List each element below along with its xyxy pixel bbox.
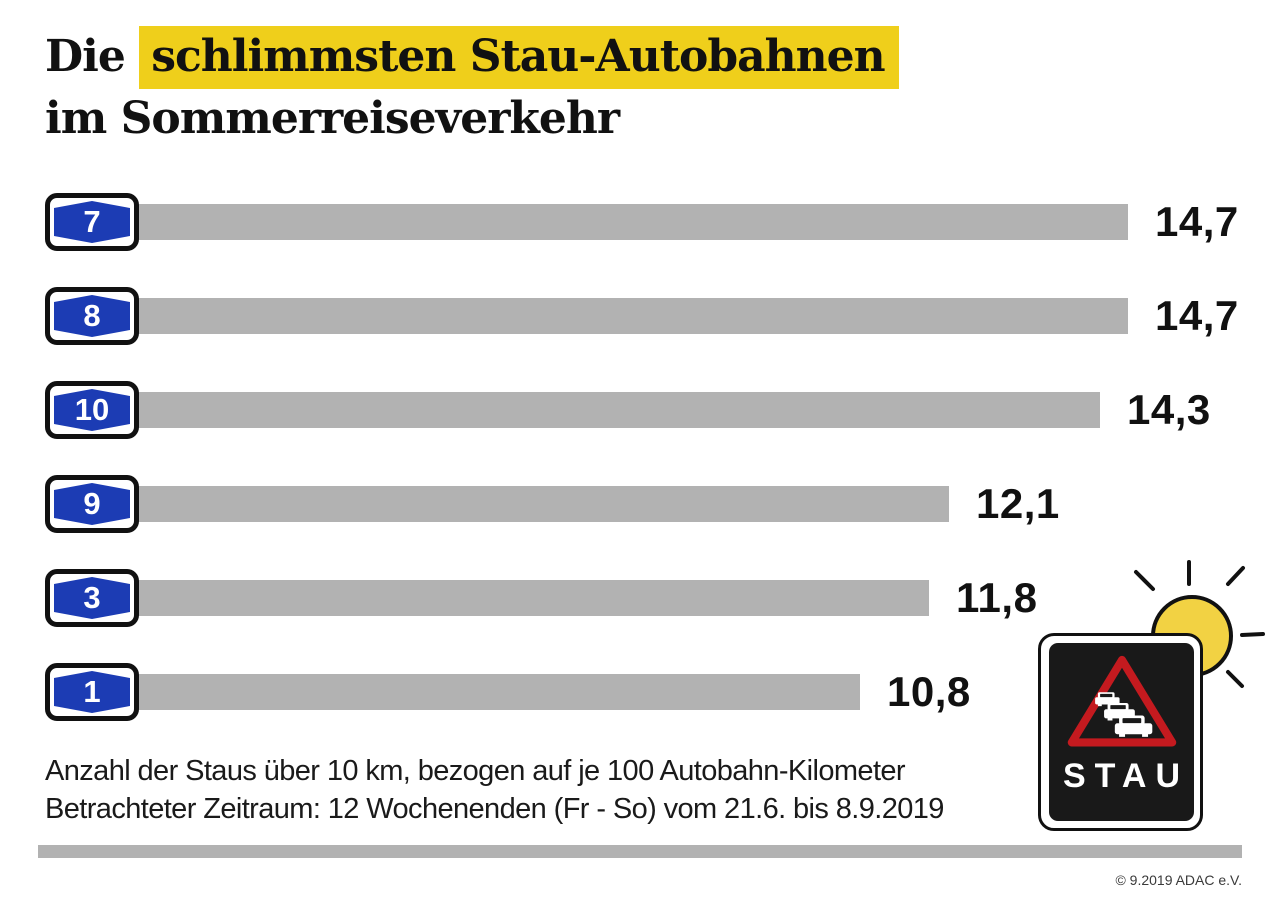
title-highlighted-text: schlimmsten Stau-Autobahnen	[139, 26, 899, 89]
stau-traffic-sign: STAU	[1038, 633, 1203, 831]
autobahn-hexagon-icon	[54, 201, 130, 243]
bar	[118, 392, 1100, 428]
bar-value-label: 14,7	[1155, 198, 1239, 245]
bar-row: 1 10,8	[0, 645, 1280, 739]
stau-sign-panel: STAU	[1049, 643, 1194, 821]
autobahn-hexagon-icon	[54, 671, 130, 713]
autobahn-hexagon-icon	[54, 483, 130, 525]
copyright-notice: © 9.2019 ADAC e.V.	[1115, 872, 1242, 888]
autobahn-number: 10	[74, 392, 110, 427]
bar	[118, 486, 949, 522]
autobahn-sign-badge: 1	[45, 663, 139, 721]
autobahn-sign-badge: 3	[45, 569, 139, 627]
autobahn-number: 9	[83, 486, 101, 521]
title-line-2: im Sommerreiseverkehr	[45, 93, 620, 144]
autobahn-sign-badge: 7	[45, 193, 139, 251]
autobahn-sign-badge: 9	[45, 475, 139, 533]
autobahn-hexagon-icon	[54, 389, 130, 431]
bar-row: 8 14,7	[0, 269, 1280, 363]
stau-sign-text: STAU	[1062, 757, 1190, 795]
bar-value-label: 11,8	[956, 574, 1038, 621]
bar-value-label: 14,3	[1127, 386, 1211, 433]
autobahn-hexagon-icon	[54, 577, 130, 619]
bar	[118, 580, 929, 616]
autobahn-number: 7	[83, 204, 101, 239]
bar-row: 9 12,1	[0, 457, 1280, 551]
title-prefix: Die	[45, 31, 126, 82]
bar-value-label: 12,1	[976, 480, 1060, 527]
autobahn-sign-badge: 8	[45, 287, 139, 345]
autobahn-hexagon-icon	[54, 295, 130, 337]
footnote-line-2: Betrachteter Zeitraum: 12 Wochenenden (F…	[45, 793, 944, 825]
footnote-line-1: Anzahl der Staus über 10 km, bezogen auf…	[45, 755, 906, 787]
bar-value-label: 10,8	[887, 668, 971, 715]
bar-row: 7 14,7	[0, 175, 1280, 269]
chart-footnotes: Anzahl der Staus über 10 km, bezogen auf…	[45, 752, 944, 828]
title-line-1: Die schlimmsten Stau-Autobahnen	[45, 26, 899, 89]
bar	[118, 298, 1128, 334]
bar	[118, 674, 860, 710]
autobahn-sign-badge: 10	[45, 381, 139, 439]
autobahn-number: 3	[83, 580, 101, 615]
bar-value-label: 14,7	[1155, 292, 1239, 339]
bar-row: 10 14,3	[0, 363, 1280, 457]
bottom-divider-strip	[38, 845, 1242, 858]
page-title: Die schlimmsten Stau-Autobahnen im Somme…	[45, 26, 899, 150]
bar	[118, 204, 1128, 240]
traffic-jam-warning-icon	[1067, 655, 1176, 747]
autobahn-number: 1	[83, 674, 101, 709]
jam-cars-pictogram	[1094, 692, 1152, 737]
bar-chart: 7 14,7 8 14,7 10 14,3	[0, 175, 1280, 739]
autobahn-number: 8	[83, 298, 101, 333]
bar-row: 3 11,8	[0, 551, 1280, 645]
